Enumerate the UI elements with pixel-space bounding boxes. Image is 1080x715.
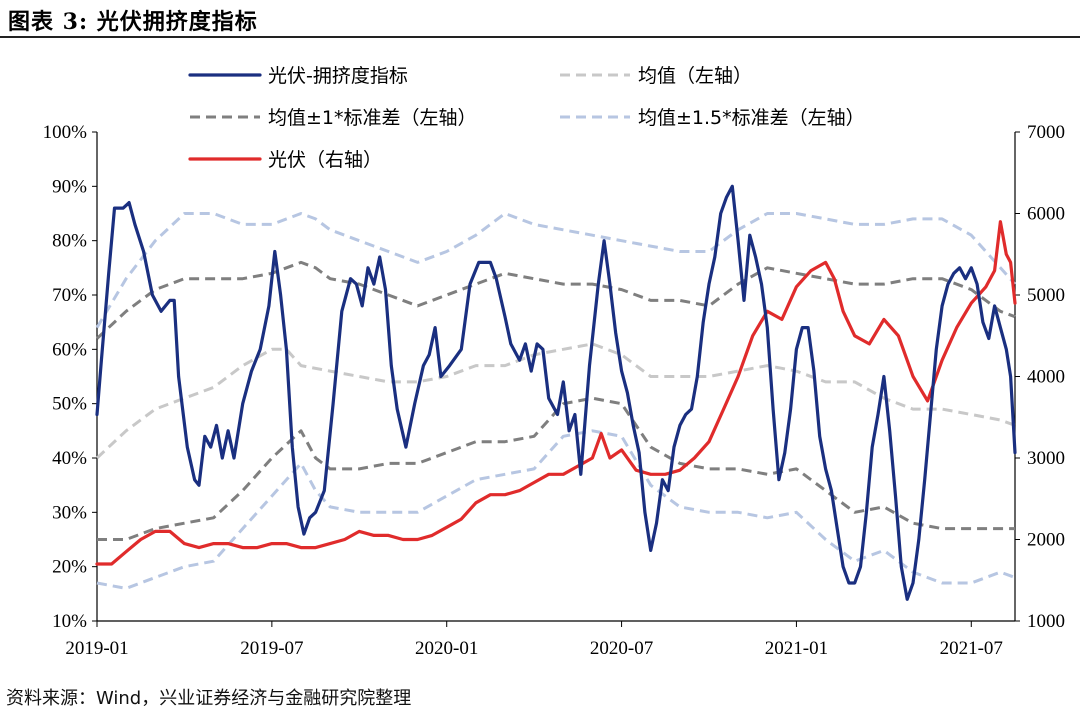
series-line-mean bbox=[95, 342, 1016, 460]
left-tick-label: 20% bbox=[52, 557, 87, 578]
legend-label-band15: 均值±1.5*标准差（左轴） bbox=[638, 107, 865, 129]
right-tick-label: 1000 bbox=[1027, 611, 1065, 632]
source-note: 资料来源：Wind，兴业证券经济与金融研究院整理 bbox=[6, 688, 412, 709]
right-tick-label: 2000 bbox=[1027, 530, 1065, 551]
left-tick-label: 70% bbox=[52, 285, 87, 306]
x-tick-label: 2019-01 bbox=[65, 638, 128, 659]
left-tick-label: 90% bbox=[52, 176, 87, 197]
x-tick-label: 2021-01 bbox=[765, 638, 828, 659]
series-line-crowding bbox=[95, 184, 1017, 601]
left-tick-label: 30% bbox=[52, 502, 87, 523]
series-line-band1-1 bbox=[97, 396, 1015, 541]
right-tick-label: 4000 bbox=[1027, 367, 1065, 388]
right-tick-label: 7000 bbox=[1027, 122, 1065, 143]
legend-label-crowding: 光伏-拥挤度指标 bbox=[268, 65, 408, 87]
left-tick-label: 50% bbox=[52, 394, 87, 415]
x-tick-label: 2020-01 bbox=[415, 638, 478, 659]
right-tick-label: 3000 bbox=[1027, 448, 1065, 469]
x-tick-label: 2021-07 bbox=[940, 638, 1003, 659]
left-tick-label: 60% bbox=[52, 339, 87, 360]
series-line-band1 bbox=[95, 260, 1016, 340]
series-line-band15 bbox=[95, 212, 1017, 329]
left-tick-label: 10% bbox=[52, 611, 87, 632]
legend-label-band1: 均值±1*标准差（左轴） bbox=[268, 107, 477, 129]
x-tick-label: 2019-07 bbox=[240, 638, 303, 659]
chart-legend: 光伏-拥挤度指标 均值（左轴） 均值±1*标准差（左轴） 均值±1.5*标准差（左轴）… bbox=[188, 65, 865, 171]
right-tick-label: 6000 bbox=[1027, 204, 1065, 225]
figure-title: 图表 3: 光伏拥挤度指标 bbox=[8, 9, 258, 35]
legend-label-mean: 均值（左轴） bbox=[638, 65, 752, 87]
x-tick-label: 2020-07 bbox=[590, 638, 653, 659]
chart-series bbox=[95, 184, 1017, 601]
title-divider bbox=[0, 36, 1080, 38]
right-tick-label: 5000 bbox=[1027, 285, 1065, 306]
legend-label-pv: 光伏（右轴） bbox=[268, 149, 382, 171]
left-tick-label: 100% bbox=[43, 122, 88, 143]
left-tick-label: 80% bbox=[52, 231, 87, 252]
series-line-pv bbox=[95, 220, 1017, 566]
chart-axes: 10% 20% 30% 40% 50% 60% 70% 80% 90% 100% 1000 2000 3… bbox=[43, 122, 1065, 659]
left-tick-label: 40% bbox=[52, 448, 87, 469]
